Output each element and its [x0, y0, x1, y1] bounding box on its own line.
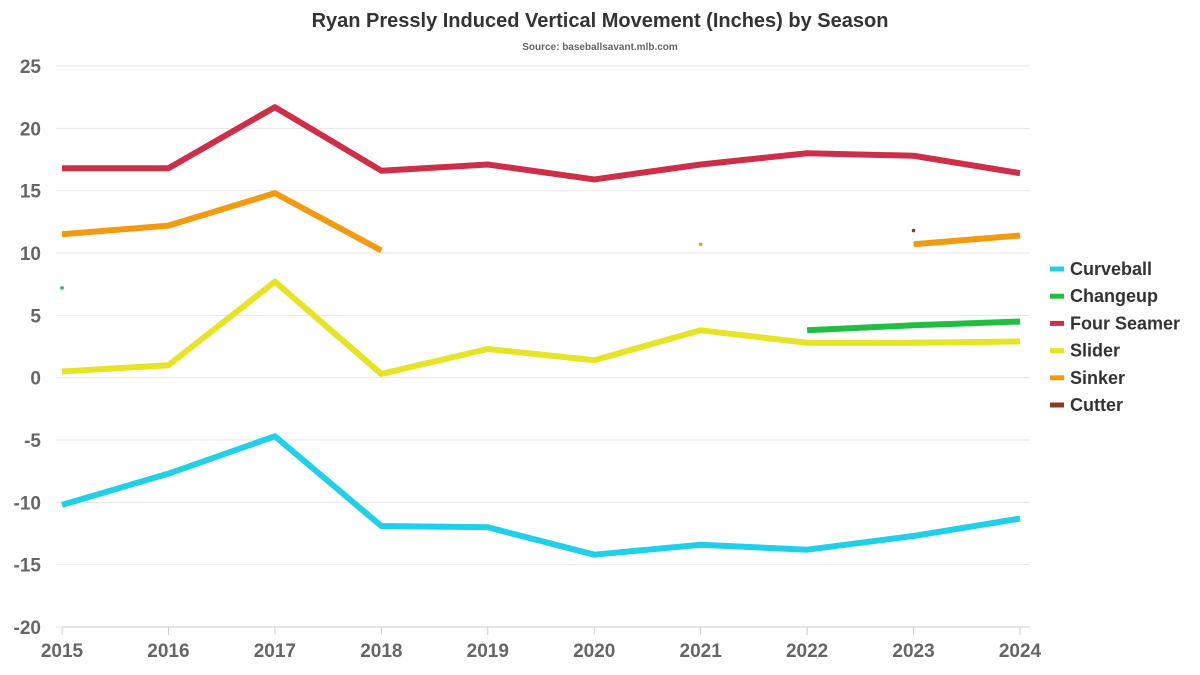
series-four-seamer — [62, 104, 1021, 183]
series-line — [913, 232, 1021, 248]
y-tick-label: 25 — [20, 57, 42, 78]
x-tick-label: 2020 — [573, 641, 615, 662]
series-cutter — [911, 228, 916, 233]
legend-item[interactable]: Cutter — [1050, 395, 1123, 415]
x-tick-label: 2017 — [254, 641, 296, 662]
y-tick-label: 5 — [30, 306, 41, 327]
legend-label: Four Seamer — [1070, 313, 1180, 333]
legend-label: Slider — [1070, 341, 1120, 361]
y-tick-label: -20 — [14, 618, 41, 639]
x-tick-label: 2019 — [467, 641, 509, 662]
legend-item[interactable]: Slider — [1050, 341, 1120, 361]
x-tick-label: 2015 — [41, 641, 84, 662]
series-curveball — [61, 433, 1021, 558]
series-slider — [61, 278, 1021, 377]
series-line — [61, 433, 1021, 558]
legend-item[interactable]: Four Seamer — [1050, 313, 1180, 333]
series-changeup — [60, 286, 1021, 334]
data-point — [698, 242, 703, 247]
x-tick-label: 2022 — [786, 641, 828, 662]
series-line — [61, 278, 1021, 377]
data-point — [60, 286, 64, 290]
legend-label: Sinker — [1070, 368, 1125, 388]
series-line — [62, 104, 1021, 183]
x-tick-label: 2021 — [680, 641, 723, 662]
y-tick-label: 0 — [30, 369, 41, 390]
series-sinker — [61, 190, 1021, 254]
data-point — [911, 228, 916, 233]
legend-label: Curveball — [1070, 259, 1152, 279]
y-tick-label: 20 — [20, 119, 41, 140]
y-tick-label: -5 — [24, 431, 41, 452]
series-line — [806, 318, 1021, 334]
legend-label: Cutter — [1070, 395, 1123, 415]
x-tick-label: 2016 — [147, 641, 189, 662]
chart-subtitle: Source: baseballsavant.mlb.com — [522, 42, 678, 53]
x-tick-label: 2018 — [360, 641, 402, 662]
y-tick-label: -15 — [14, 556, 42, 577]
x-tick-label: 2024 — [999, 641, 1042, 662]
y-tick-label: -10 — [14, 493, 41, 514]
legend-label: Changeup — [1070, 286, 1158, 306]
legend: Curveball Changeup Four Seamer Slider Sinker… — [1050, 259, 1180, 415]
x-tick-label: 2023 — [892, 641, 934, 662]
legend-item[interactable]: Curveball — [1050, 259, 1152, 279]
y-tick-label: 15 — [20, 182, 42, 203]
legend-item[interactable]: Changeup — [1050, 286, 1158, 306]
chart-title: Ryan Pressly Induced Vertical Movement (… — [312, 10, 889, 32]
series-line — [61, 190, 383, 254]
y-tick-label: 10 — [20, 244, 41, 265]
series — [60, 104, 1021, 558]
legend-item[interactable]: Sinker — [1050, 368, 1125, 388]
